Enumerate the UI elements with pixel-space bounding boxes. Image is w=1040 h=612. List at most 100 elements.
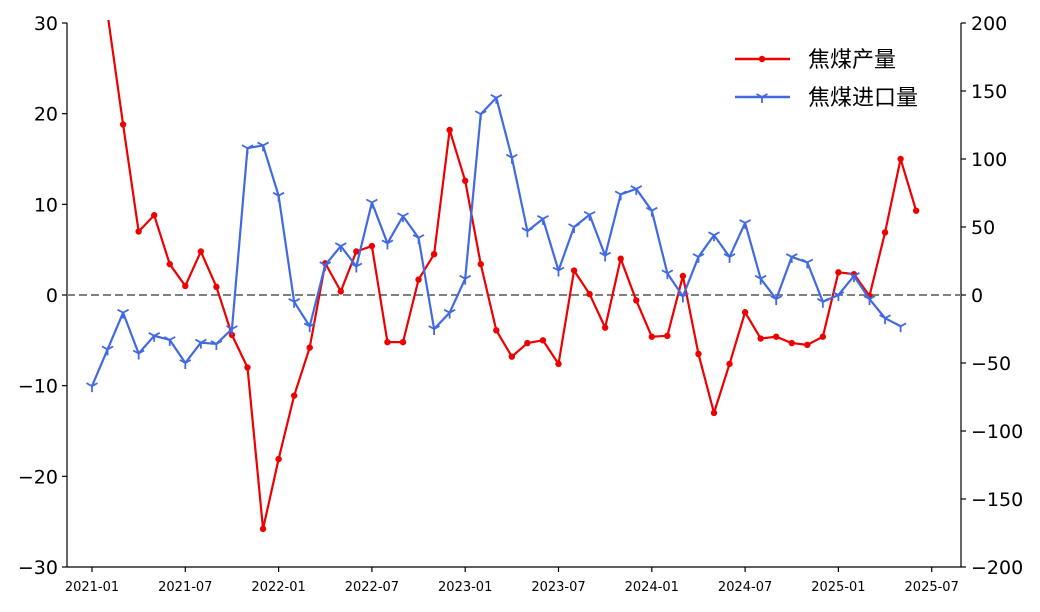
x-tick-label: 2024-07: [718, 580, 772, 595]
production-point: [166, 260, 173, 268]
right-tick-label: 100: [971, 149, 1007, 171]
series-production: [107, 20, 920, 533]
imports-point: [723, 253, 736, 263]
left-tick-label: 30: [34, 13, 58, 35]
production-point: [477, 260, 484, 268]
imports-point: [334, 242, 347, 253]
legend-marker-imports: [756, 93, 768, 103]
imports-point: [272, 191, 285, 202]
imports-point: [474, 110, 487, 121]
production-point: [726, 360, 733, 368]
left-tick-label: −20: [18, 466, 58, 488]
production-point: [788, 339, 795, 347]
imports-point: [505, 153, 518, 164]
production-point: [213, 283, 220, 291]
production-point: [757, 335, 764, 342]
imports-point: [490, 94, 503, 104]
imports-point: [552, 266, 565, 277]
legend-label-imports: 焦煤进口量: [808, 86, 918, 111]
x-tick-label: 2024-01: [625, 580, 679, 595]
imports-point: [117, 308, 130, 319]
production-point: [197, 248, 205, 255]
imports-point: [739, 219, 752, 229]
left-tick-label: 10: [34, 194, 58, 216]
imports-point: [614, 190, 627, 201]
imports-point: [785, 253, 798, 263]
right-tick-label: 0: [971, 285, 983, 307]
production-point: [524, 339, 531, 347]
imports-point: [692, 253, 705, 263]
legend-marker-production: [758, 55, 766, 63]
production-point: [415, 276, 422, 283]
production-point: [337, 288, 344, 295]
right-tick-label: 150: [971, 81, 1007, 103]
production-point: [275, 455, 282, 463]
production-point: [493, 327, 500, 334]
imports-point: [645, 206, 658, 217]
legend: 焦煤产量 焦煤进口量: [735, 48, 918, 111]
production-point: [244, 364, 251, 371]
imports-point: [303, 322, 316, 333]
imports-point: [319, 261, 332, 272]
production-point: [306, 344, 313, 351]
x-tick-label: 2023-07: [531, 580, 585, 595]
imports-point: [412, 234, 425, 244]
imports-point: [583, 210, 596, 221]
production-point: [912, 207, 920, 214]
production-point: [384, 338, 391, 346]
x-tick-label: 2022-07: [345, 580, 399, 595]
production-point: [897, 155, 904, 163]
production-point: [182, 282, 189, 290]
production-point: [570, 267, 578, 274]
imports-point: [226, 325, 238, 335]
production-point: [741, 309, 749, 316]
imports-point: [397, 212, 409, 223]
production-point: [462, 177, 469, 184]
imports-point: [832, 291, 845, 301]
right-tick-label: 50: [971, 217, 995, 239]
imports-point: [816, 298, 829, 308]
left-tick-label: 20: [34, 104, 58, 126]
production-point: [539, 337, 547, 344]
left-tick-label: −10: [18, 376, 58, 398]
production-point: [819, 333, 827, 340]
imports-point: [848, 272, 860, 282]
production-point: [353, 248, 360, 255]
production-point: [679, 272, 687, 280]
x-tick-label: 2021-07: [158, 580, 212, 595]
imports-point: [754, 274, 767, 285]
production-point: [648, 333, 655, 340]
x-tick-label: 2022-01: [251, 580, 305, 595]
imports-point: [210, 340, 223, 350]
imports-point: [86, 382, 98, 393]
imports-point: [257, 141, 269, 152]
production-point: [881, 229, 889, 236]
imports-point: [350, 262, 363, 273]
production-point: [835, 269, 842, 276]
right-tick-label: −150: [971, 489, 1023, 511]
legend-label-production: 焦煤产量: [808, 48, 896, 73]
production-point: [135, 228, 142, 235]
production-point: [430, 251, 438, 258]
production-point: [617, 255, 624, 262]
imports-point: [521, 227, 534, 238]
imports-point: [179, 359, 192, 369]
x-tick-label: 2025-01: [811, 580, 865, 595]
imports-point: [661, 269, 674, 280]
imports-point: [148, 332, 161, 342]
imports-point: [428, 325, 441, 335]
production-point: [664, 332, 671, 339]
imports-point: [459, 274, 472, 285]
imports-point: [630, 185, 643, 195]
right-tick-label: −50: [971, 353, 1011, 375]
imports-point: [801, 258, 814, 269]
right-tick-label: −100: [971, 421, 1023, 443]
production-point: [290, 392, 298, 399]
imports-point: [241, 144, 254, 155]
imports-point: [101, 345, 114, 356]
x-tick-label: 2025-07: [905, 580, 959, 595]
x-tick-label: 2023-01: [438, 580, 492, 595]
imports-point: [132, 349, 145, 360]
production-point: [446, 126, 453, 134]
